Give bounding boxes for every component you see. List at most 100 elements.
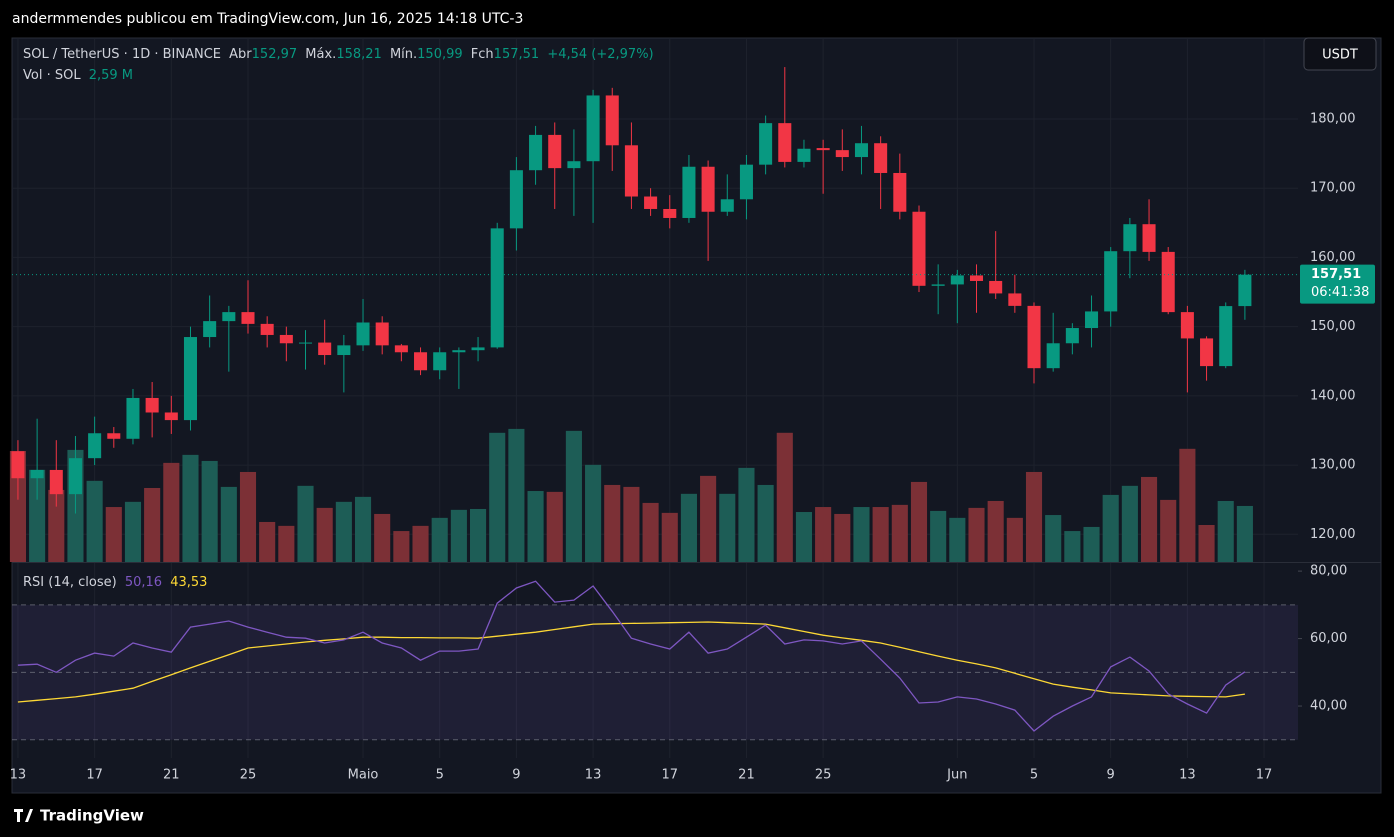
volume-bar [891, 504, 908, 562]
y-tick-label: 180,00 [1310, 111, 1356, 126]
candle-body [1142, 224, 1156, 252]
open-value: 152,97 [252, 47, 298, 62]
candle-body [624, 145, 638, 197]
volume-bar [987, 500, 1004, 562]
candle-body [414, 352, 428, 371]
volume-bar [393, 531, 410, 562]
volume-legend: Vol · SOL 2,59 M [23, 68, 133, 83]
volume-bar [297, 485, 314, 562]
countdown: 06:41:38 [1311, 285, 1369, 300]
volume-bar [48, 489, 65, 562]
candle-body [644, 196, 658, 209]
volume-bar [201, 460, 218, 562]
currency-button[interactable] [1303, 37, 1377, 71]
volume-bar [450, 509, 467, 562]
candle-body [950, 275, 964, 285]
volume-bar [86, 480, 103, 562]
candle-body [1200, 338, 1214, 367]
y-tick-label: 170,00 [1310, 181, 1356, 196]
volume-bar [239, 471, 257, 562]
candle-body [222, 312, 236, 322]
volume-bar [9, 450, 26, 562]
candle-body [701, 166, 715, 212]
candle-body [394, 345, 408, 353]
candle-body [433, 352, 447, 371]
rsi-name: RSI (14, close) [23, 575, 117, 590]
y-tick-label: 120,00 [1310, 527, 1356, 542]
volume-bar [412, 525, 429, 562]
volume-bar [757, 484, 774, 562]
volume-bar [776, 432, 793, 562]
volume-bar [565, 430, 582, 562]
x-tick-label: 13 [10, 768, 27, 783]
candle-body [548, 134, 562, 169]
y-tick-label: 140,00 [1310, 388, 1356, 403]
x-tick-label: 21 [163, 768, 180, 783]
volume-bar [795, 512, 813, 562]
candle-body [989, 280, 1003, 294]
candle-body [88, 433, 102, 459]
volume-bar [163, 462, 180, 562]
volume-bar [527, 491, 544, 562]
candle-body [337, 345, 351, 356]
volume-bar [1198, 524, 1215, 562]
candle-body [854, 143, 868, 158]
candle-body [49, 469, 63, 495]
symbol: SOL / TetherUS · 1D · BINANCE [23, 47, 221, 62]
low-label: Mín. [390, 47, 417, 62]
candle-body [835, 150, 849, 158]
rsi-tick-label: 40,00 [1310, 699, 1347, 714]
x-tick-label: Maio [348, 768, 379, 783]
volume-bar [335, 501, 352, 562]
candle-body [1219, 306, 1233, 367]
candle-body [509, 170, 523, 229]
candle-body [183, 337, 198, 421]
x-tick-label: 25 [240, 768, 257, 783]
volume-bar [316, 507, 333, 562]
volume-bar [680, 493, 697, 562]
candle-body [203, 321, 217, 338]
rsi-value: 50,16 [125, 575, 162, 590]
volume-bar [1064, 531, 1081, 562]
high-label: Máx. [305, 47, 336, 62]
candle-body [1085, 311, 1099, 329]
candle-body [912, 211, 926, 286]
volume-bar [700, 475, 717, 562]
volume-bar [930, 510, 947, 562]
volume-bar [1236, 505, 1253, 562]
x-tick-label: 5 [436, 768, 444, 783]
rsi-tick-label: 60,00 [1310, 631, 1347, 646]
candle-body [68, 458, 82, 495]
volume-value: 2,59 M [89, 68, 133, 83]
candle-body [682, 166, 696, 218]
x-tick-label: 17 [1256, 768, 1273, 783]
candle-body [1027, 305, 1041, 369]
candle-body [452, 350, 466, 353]
last-price-box [1300, 264, 1375, 304]
volume-bar [1025, 471, 1043, 562]
x-tick-label: 5 [1030, 768, 1038, 783]
volume-bar [124, 501, 142, 562]
open-label: Abr [229, 47, 252, 62]
volume-bar [719, 493, 736, 562]
volume-bar [1160, 499, 1177, 562]
candle-body [797, 148, 811, 162]
x-tick-label: 17 [661, 768, 678, 783]
candle-body [1161, 251, 1175, 313]
volume-bar [489, 432, 506, 562]
y-tick-label: 130,00 [1310, 458, 1356, 473]
x-tick-label: 9 [512, 768, 520, 783]
candle-body [759, 123, 773, 165]
rsi-line [17, 580, 1246, 732]
candle-body [471, 347, 485, 351]
candle-body [11, 451, 25, 479]
volume-bar [1083, 526, 1100, 562]
currency[interactable]: USDT [1322, 48, 1358, 63]
volume-bar [642, 502, 659, 562]
x-tick-label: 13 [585, 768, 602, 783]
volume-bar [259, 521, 276, 562]
volume-bar [105, 507, 122, 562]
volume-bar [29, 469, 46, 562]
candle-body [893, 172, 907, 212]
volume-bar [374, 513, 391, 562]
